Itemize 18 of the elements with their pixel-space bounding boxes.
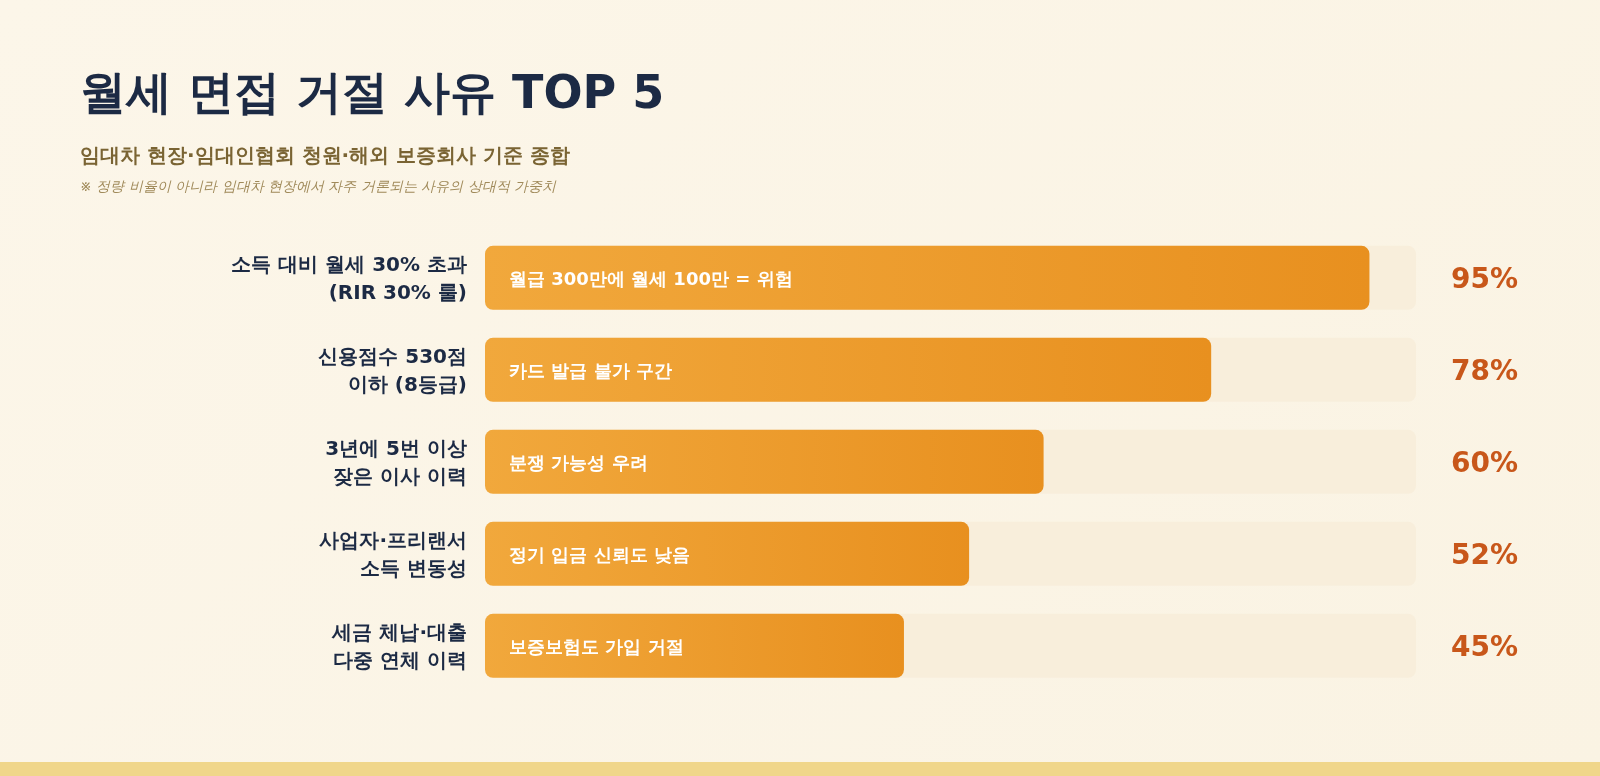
data-label: 78%	[1450, 353, 1518, 387]
data-label: 60%	[1450, 445, 1518, 479]
annotation: 보증보험도 가입 거절	[509, 635, 684, 657]
y-tick-label: 신용점수 530점 이하 (8등급)	[318, 344, 467, 396]
y-tick-label: 세금 체납·대출 다중 연체 이력	[331, 620, 467, 672]
annotation: 월급 300만에 월세 100만 = 위험	[509, 267, 793, 289]
annotation: 정기 입금 신뢰도 낮음	[509, 543, 690, 565]
data-label: 95%	[1450, 261, 1518, 295]
text: ※ 정량 비율이 아니라 임대차 현장에서 자주 거론되는 사유의 상대적 가중치	[80, 178, 557, 196]
data-label: 45%	[1450, 629, 1518, 663]
chart-title: 월세 면접 거절 사유 TOP 5	[80, 64, 665, 121]
y-tick-label: 3년에 5번 이상 잦은 이사 이력	[325, 436, 467, 488]
y-tick-label: 소득 대비 월세 30% 초과 (RIR 30% 룰)	[231, 252, 467, 304]
chart-subtitle: 임대차 현장·임대인협회 청원·해외 보증회사 기준 종합	[80, 142, 571, 169]
annotation: 분쟁 가능성 우려	[509, 451, 648, 473]
y-tick-label: 사업자·프리랜서 소득 변동성	[319, 528, 467, 580]
data-label: 52%	[1450, 537, 1518, 571]
annotation: 카드 발급 불가 구간	[509, 359, 672, 381]
